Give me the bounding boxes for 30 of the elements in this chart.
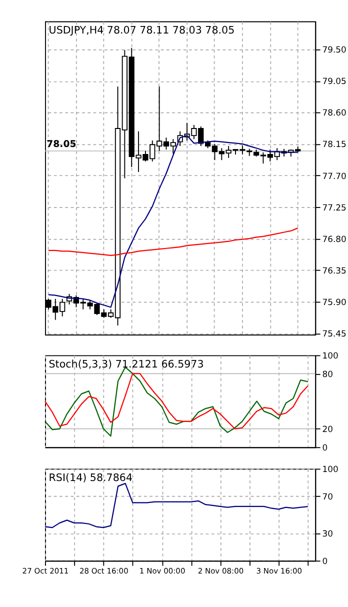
y-tick-label: 20 (322, 424, 333, 434)
y-tick-label: 70 (322, 492, 333, 502)
y-tick-label: 0 (322, 442, 328, 452)
y-tick-label: 80 (322, 368, 333, 379)
line-series (44, 482, 308, 528)
y-tick-label: 75.90 (322, 296, 346, 307)
x-tick-label: 28 Oct 16:00 (79, 566, 129, 576)
y-tick-label: 77.25 (322, 202, 346, 212)
y-tick-label: 77.70 (322, 170, 346, 181)
x-tick-label: 27 Oct 2011 (22, 566, 69, 576)
y-tick-label: 0 (322, 556, 328, 566)
y-tick-label: 76.35 (322, 265, 346, 276)
chart-title: USDJPY,H4 78.07 78.11 78.03 78.05 (48, 24, 235, 36)
ref-line-label: 78.05 (46, 139, 76, 150)
line-series (48, 227, 298, 256)
chart-title: RSI(14) 58.7864 (48, 472, 132, 484)
x-tick-label: 1 Nov 00:00 (139, 566, 186, 576)
y-tick-label: 76.80 (322, 234, 346, 244)
y-tick-label: 100 (322, 464, 338, 474)
x-tick-label: 2 Nov 08:00 (198, 566, 244, 576)
y-tick-label: 79.50 (322, 44, 346, 55)
y-tick-label: 30 (322, 528, 333, 538)
x-tick-label: 3 Nov 16:00 (256, 566, 302, 576)
chart-title: Stoch(5,3,3) 71.2121 66.5973 (48, 358, 204, 370)
y-tick-label: 78.15 (322, 139, 346, 150)
y-tick-label: 79.05 (322, 76, 346, 86)
y-tick-label: 78.60 (322, 108, 346, 118)
line-series (44, 373, 308, 430)
y-tick-label: 75.45 (322, 328, 346, 338)
y-tick-label: 100 (322, 350, 338, 360)
